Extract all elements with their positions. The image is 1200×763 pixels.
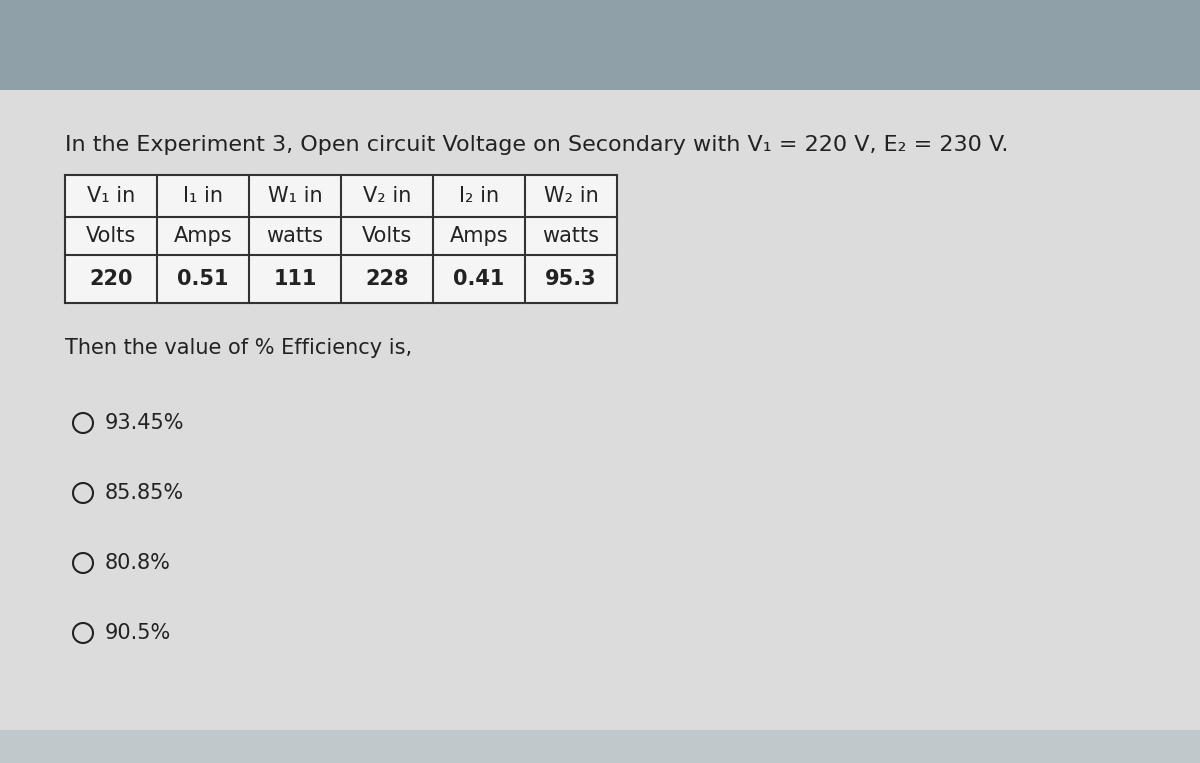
Text: Then the value of % Efficiency is,: Then the value of % Efficiency is, — [65, 338, 412, 358]
Bar — [0, 730, 1200, 763]
Text: watts: watts — [266, 226, 324, 246]
Text: watts: watts — [542, 226, 600, 246]
Bar — [65, 255, 617, 303]
Bar — [0, 90, 1200, 763]
Text: 220: 220 — [89, 269, 133, 289]
Text: Volts: Volts — [362, 226, 412, 246]
Text: I₁ in: I₁ in — [182, 186, 223, 206]
Text: 95.3: 95.3 — [545, 269, 596, 289]
Text: 85.85%: 85.85% — [106, 483, 184, 503]
Bar — [65, 175, 617, 255]
Text: 0.41: 0.41 — [454, 269, 505, 289]
Text: I₂ in: I₂ in — [458, 186, 499, 206]
Text: In the Experiment 3, Open circuit Voltage on Secondary with V₁ = 220 V, E₂ = 230: In the Experiment 3, Open circuit Voltag… — [65, 135, 1008, 155]
Text: 90.5%: 90.5% — [106, 623, 172, 643]
Text: Volts: Volts — [86, 226, 136, 246]
Text: V₁ in: V₁ in — [86, 186, 136, 206]
Text: 80.8%: 80.8% — [106, 553, 170, 573]
Text: 0.51: 0.51 — [178, 269, 229, 289]
Text: 228: 228 — [365, 269, 409, 289]
Text: W₂ in: W₂ in — [544, 186, 599, 206]
Text: Amps: Amps — [174, 226, 233, 246]
Text: 111: 111 — [274, 269, 317, 289]
Text: Amps: Amps — [450, 226, 509, 246]
Text: 93.45%: 93.45% — [106, 413, 185, 433]
Text: W₁ in: W₁ in — [268, 186, 323, 206]
Bar — [0, 0, 1200, 90]
Text: V₂ in: V₂ in — [362, 186, 412, 206]
